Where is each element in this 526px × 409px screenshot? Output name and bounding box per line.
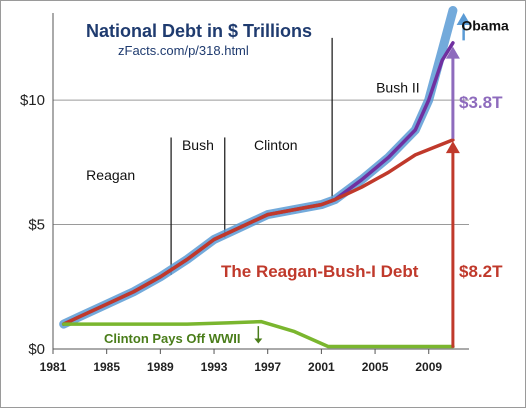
x-tick-label: 1981	[40, 360, 67, 374]
x-tick-label: 1985	[93, 360, 120, 374]
reagan-bush-debt-label: The Reagan-Bush-I Debt	[221, 262, 419, 281]
series-line-4	[61, 319, 455, 349]
era-label: Reagan	[86, 167, 135, 183]
era-label: Bush II	[376, 80, 420, 96]
grid-layer	[52, 13, 469, 354]
x-tick-label: 2001	[308, 360, 335, 374]
chart-subtitle: zFacts.com/p/318.html	[118, 43, 249, 58]
y-tick-label: $10	[20, 92, 45, 109]
red-arrow-head	[445, 141, 460, 154]
label-layer: $0 $5 $10 1981 1985 1989 1993 1997 2001 2005 2009 R…	[20, 17, 509, 374]
x-tick-label: 1989	[147, 360, 174, 374]
series-layer	[59, 6, 458, 349]
y-tick-label: $5	[28, 217, 45, 234]
y-tick-label: $0	[28, 341, 45, 358]
x-tick-label: 1993	[201, 360, 228, 374]
green-arrow-head	[254, 338, 263, 344]
era-label: Obama	[461, 17, 509, 33]
x-tick-label: 2009	[415, 360, 442, 374]
series-line-3	[61, 138, 455, 326]
x-tick-label: 2005	[362, 360, 389, 374]
purple-arrow-head	[445, 46, 460, 59]
arrow-layer	[254, 13, 471, 348]
chart-title: National Debt in $ Trillions	[86, 21, 312, 41]
clinton-wwii-label: Clinton Pays Off WWII	[104, 331, 241, 346]
blue-arrow-head	[456, 13, 471, 25]
era-label: Bush	[182, 137, 214, 153]
red-amount-label: $8.2T	[459, 262, 503, 281]
x-tick-label: 1997	[254, 360, 281, 374]
era-divider-layer	[170, 37, 333, 275]
era-label: Clinton	[254, 137, 298, 153]
purple-amount-label: $3.8T	[459, 93, 503, 112]
